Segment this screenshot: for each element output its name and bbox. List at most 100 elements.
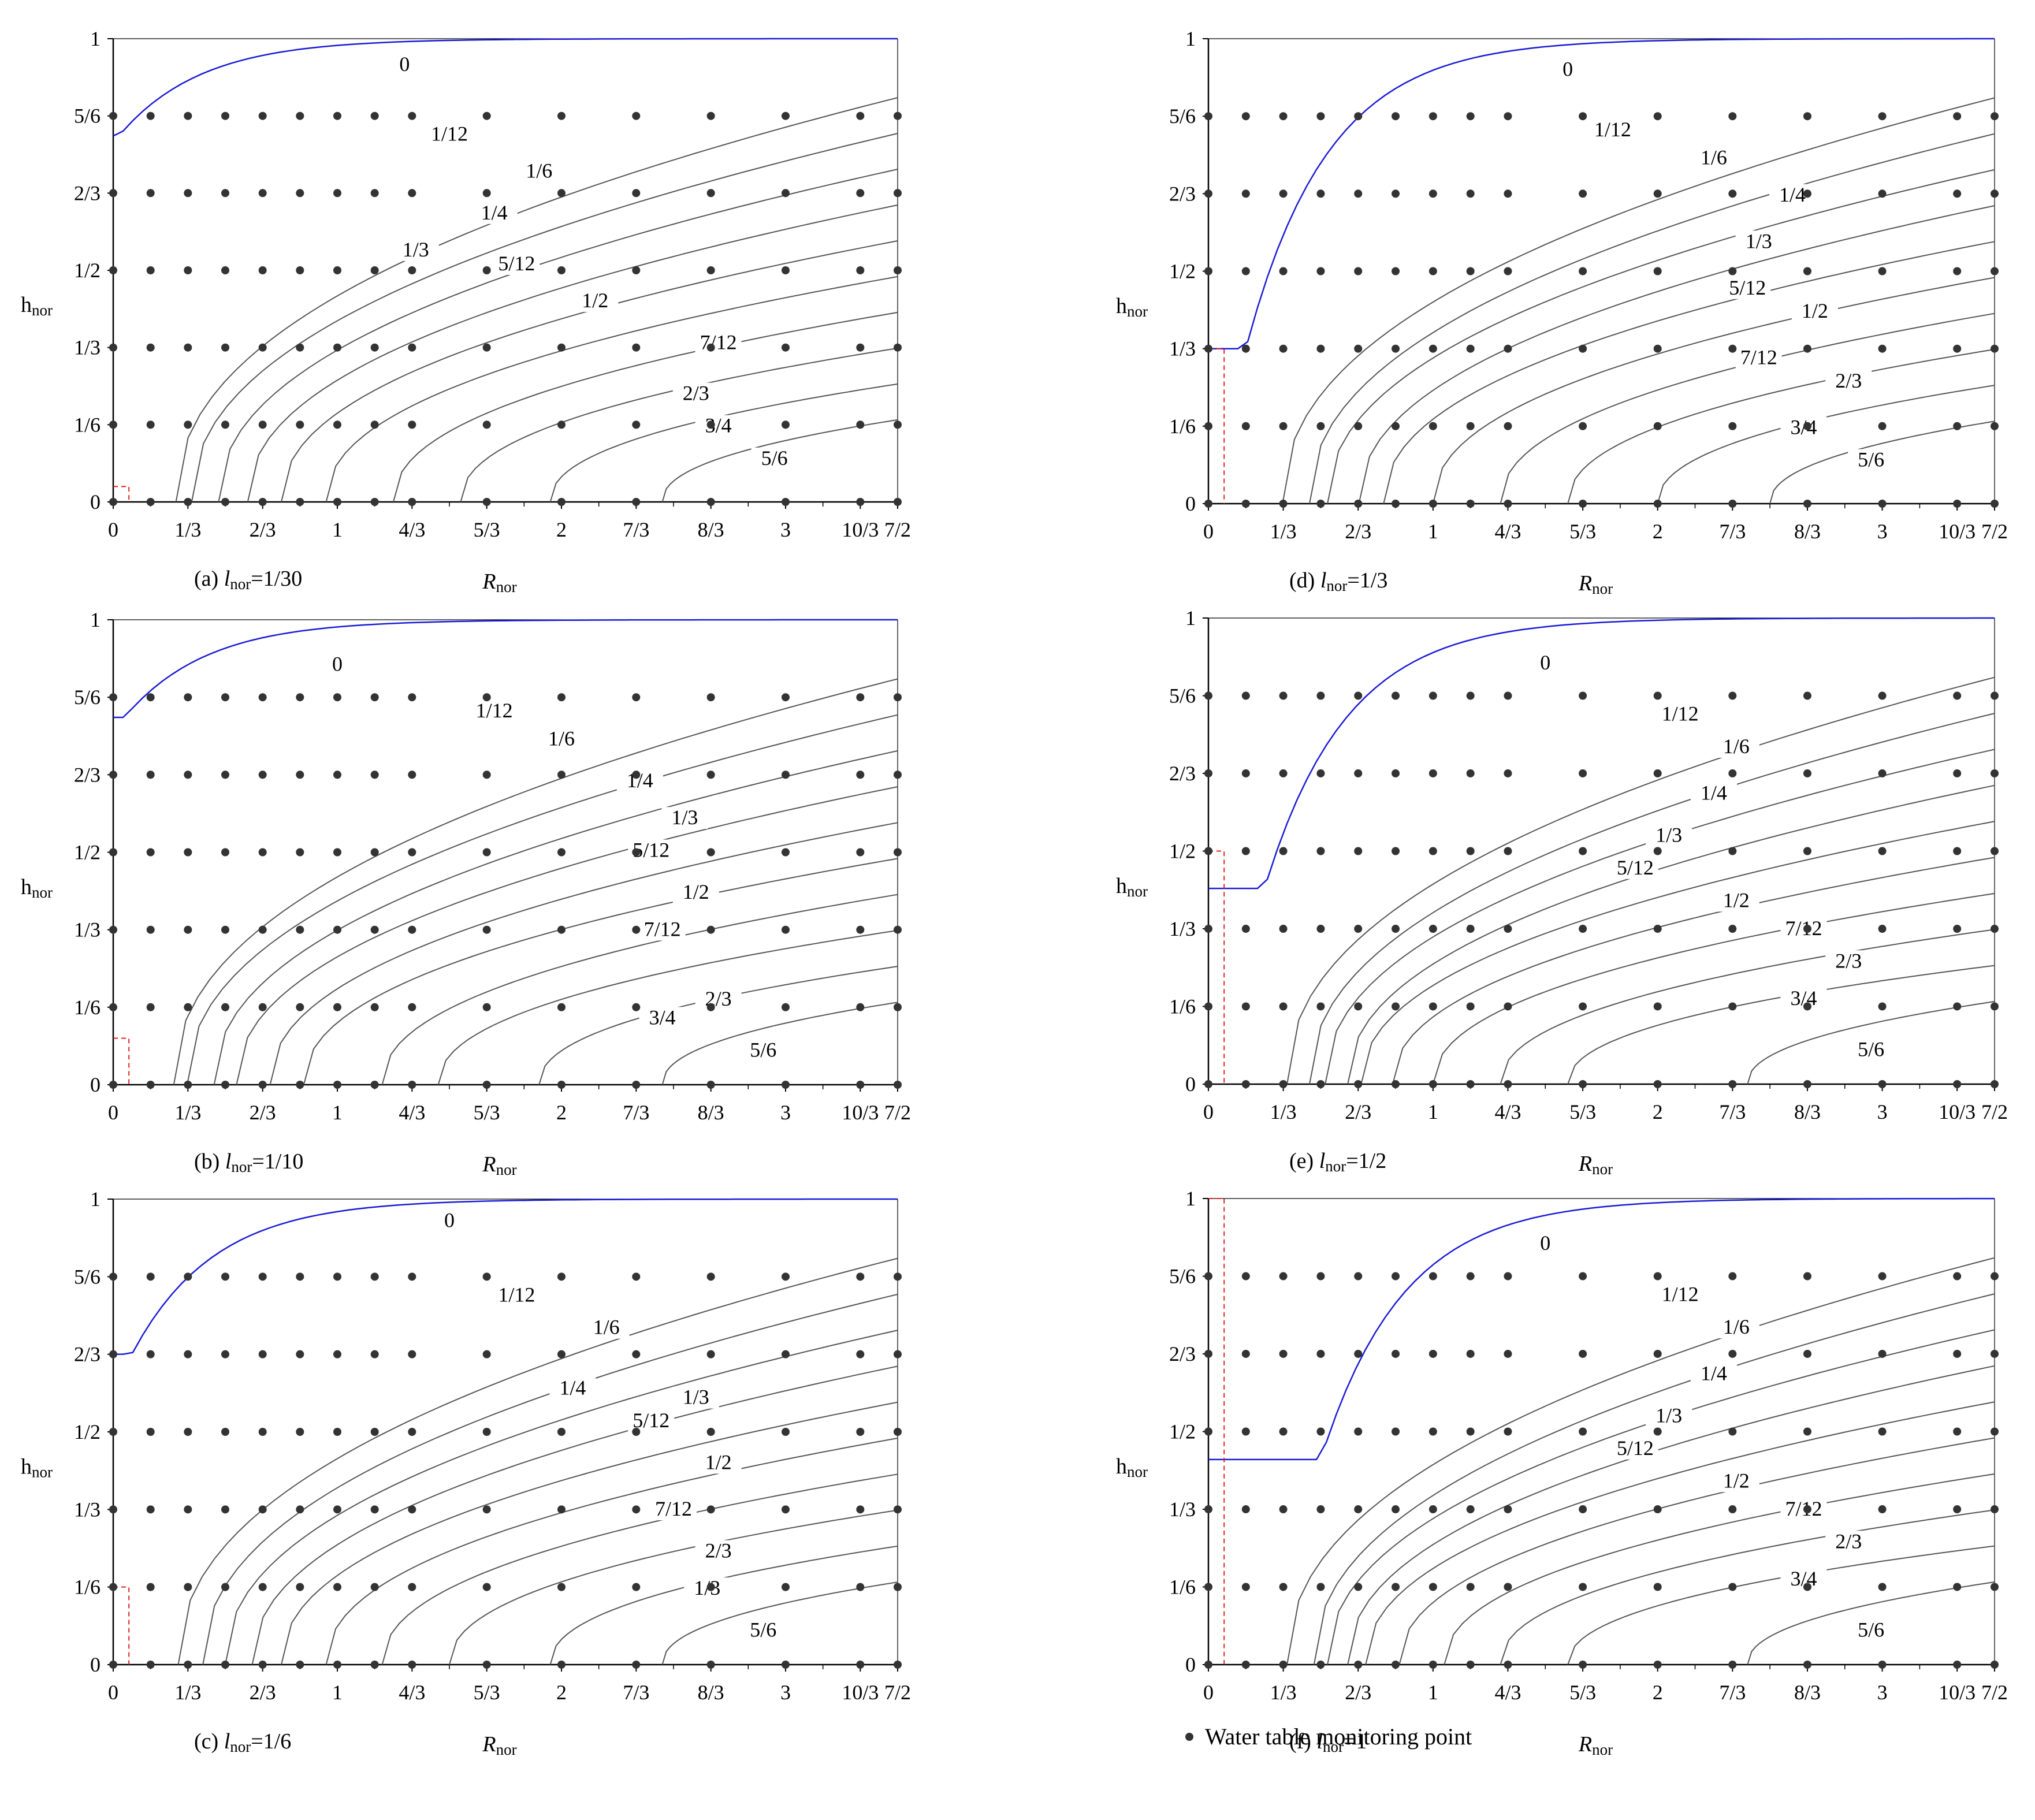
- monitoring-point: [1728, 925, 1737, 933]
- y-tick-label: 0: [1185, 492, 1196, 515]
- monitoring-point: [1504, 189, 1512, 198]
- x-tick-label: 10/3: [842, 1101, 879, 1124]
- monitoring-point: [632, 343, 641, 352]
- monitoring-point: [1204, 267, 1212, 276]
- monitoring-point: [1466, 925, 1475, 933]
- monitoring-point: [1953, 422, 1962, 430]
- monitoring-point: [1728, 189, 1737, 198]
- contour-label: 1/6: [593, 1316, 620, 1339]
- monitoring-point: [482, 1081, 491, 1089]
- y-tick-label: 1: [90, 1188, 101, 1211]
- monitoring-point: [1316, 1505, 1325, 1514]
- monitoring-point: [333, 1583, 341, 1591]
- monitoring-point: [1504, 1583, 1512, 1591]
- monitoring-point: [856, 1350, 865, 1359]
- monitoring-point: [1803, 847, 1811, 855]
- x-tick-label: 4/3: [1494, 1681, 1521, 1704]
- panel-b: 0 1/6 1/3 1/2 2/3 5/6 1 0 1/3 2/3 1 4/3 5/3 2 7/3 8/3 3 1…: [21, 608, 911, 1178]
- x-tick-label: 3: [780, 518, 791, 541]
- panel-caption: (b) lnor=1/10: [194, 1149, 303, 1175]
- monitoring-point: [333, 848, 341, 857]
- monitoring-point: [258, 498, 267, 506]
- contour-line: [173, 678, 898, 1085]
- monitoring-point: [146, 1350, 155, 1359]
- monitoring-point: [482, 1350, 491, 1359]
- contour-line: [1432, 892, 1995, 1085]
- y-tick-label: 2/3: [74, 763, 101, 786]
- contour-line: [1327, 1329, 1995, 1665]
- monitoring-point: [1803, 1583, 1811, 1591]
- monitoring-point: [557, 771, 566, 779]
- monitoring-point: [1466, 112, 1475, 121]
- monitoring-point: [632, 693, 641, 702]
- x-tick-label: 0: [108, 518, 118, 541]
- monitoring-point: [333, 189, 341, 198]
- contour-line: [549, 1545, 898, 1665]
- monitoring-point: [1279, 925, 1288, 933]
- monitoring-point: [370, 1350, 379, 1359]
- monitoring-point: [1279, 769, 1288, 777]
- monitoring-point: [1428, 1505, 1437, 1514]
- contour-label: 1/4: [481, 201, 508, 224]
- monitoring-point: [1991, 691, 1999, 700]
- monitoring-point: [632, 771, 641, 779]
- panel-d: 0 1/6 1/3 1/2 2/3 5/6 1 0 1/3 2/3 1 4/3 5/3 2 7/3 8/3 3 1…: [1116, 27, 2008, 597]
- monitoring-point: [408, 1661, 416, 1669]
- panel-caption: (f) lnor=1: [1289, 1729, 1367, 1755]
- monitoring-point: [184, 1003, 192, 1011]
- monitoring-point: [1279, 112, 1288, 121]
- monitoring-point: [1316, 267, 1325, 276]
- monitoring-point: [408, 498, 416, 506]
- monitoring-point: [1728, 500, 1737, 508]
- x-tick-label: 4/3: [399, 1101, 425, 1124]
- x-tick-label: 3: [1877, 1100, 1888, 1123]
- monitoring-point: [146, 189, 155, 198]
- monitoring-point: [1204, 1505, 1212, 1514]
- x-tick-label: 0: [1203, 1100, 1214, 1123]
- monitoring-point: [1653, 1349, 1662, 1358]
- y-tick-label: 1/2: [1169, 840, 1196, 863]
- monitoring-point: [1428, 1661, 1437, 1669]
- panel-caption: (d) lnor=1/3: [1289, 568, 1387, 594]
- monitoring-point: [1653, 500, 1662, 508]
- contour-label: 1/2: [1802, 299, 1828, 322]
- monitoring-point: [221, 693, 229, 702]
- contour-label: 1/3: [1746, 229, 1772, 252]
- monitoring-point: [482, 343, 491, 352]
- monitoring-point: [1428, 691, 1437, 700]
- monitoring-point: [706, 111, 715, 120]
- monitoring-point: [221, 1081, 229, 1089]
- monitoring-point: [1428, 267, 1437, 276]
- monitoring-point: [1428, 189, 1437, 198]
- monitoring-point: [706, 771, 715, 779]
- monitoring-point: [109, 343, 117, 352]
- monitoring-point: [1878, 1080, 1887, 1088]
- monitoring-point: [333, 111, 341, 120]
- contour-label-bg: [549, 1377, 596, 1400]
- contour-label-bg: [672, 382, 719, 405]
- monitoring-point: [221, 771, 229, 779]
- contour-label: 5/6: [1858, 1618, 1884, 1642]
- x-tick-label: 8/3: [1794, 1100, 1821, 1123]
- y-tick-label: 1: [90, 608, 101, 631]
- monitoring-point: [1653, 1080, 1662, 1088]
- monitoring-point: [221, 498, 229, 506]
- contour-label: 1/4: [1701, 1362, 1727, 1385]
- monitoring-point: [146, 498, 155, 506]
- monitoring-point: [557, 693, 566, 702]
- monitoring-point: [146, 111, 155, 120]
- contour-label-bg: [392, 239, 439, 261]
- y-tick-label: 1/6: [1169, 995, 1196, 1018]
- monitoring-point: [1579, 925, 1587, 933]
- monitoring-point: [482, 925, 491, 934]
- x-axis-label: Rnor: [482, 1732, 516, 1758]
- monitoring-point: [146, 343, 155, 352]
- phreatic-label-bg: [1556, 58, 1580, 81]
- contour-label-bg: [672, 1386, 719, 1409]
- monitoring-point: [370, 111, 379, 120]
- contour-line: [1567, 348, 1995, 504]
- monitoring-point: [1316, 422, 1325, 430]
- contour-label: 1/4: [1779, 183, 1806, 206]
- x-tick-label: 1: [332, 1101, 343, 1124]
- monitoring-point: [1803, 769, 1811, 777]
